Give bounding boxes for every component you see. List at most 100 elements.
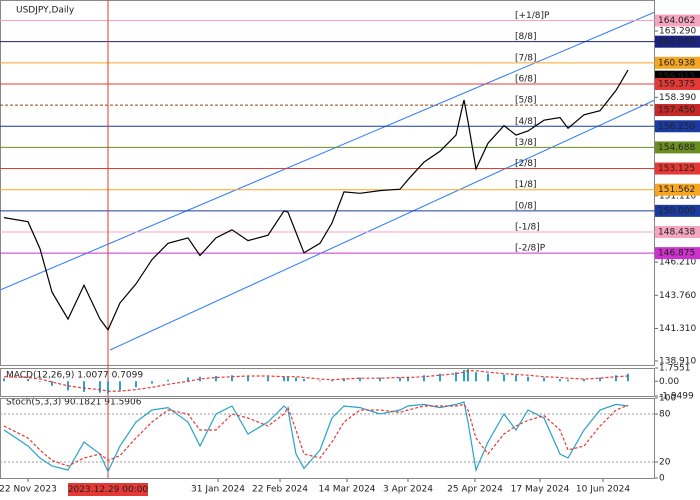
murrey-label: [6/8]	[515, 74, 537, 84]
price-box	[655, 56, 700, 69]
price-box	[655, 104, 700, 117]
price-box	[655, 162, 700, 175]
macd-bar	[99, 381, 101, 393]
highlight-box	[68, 483, 148, 496]
macd-bar	[463, 369, 465, 382]
macd-bar	[287, 376, 289, 382]
macd-bar	[503, 374, 505, 382]
macd-bar	[379, 377, 381, 382]
y-tick-label: 143.760	[659, 291, 696, 301]
series-line	[3, 69, 629, 332]
price-box	[655, 225, 700, 238]
price-label: 162.500	[658, 37, 695, 47]
macd-bar	[475, 372, 477, 382]
x-tick-label: 22 Nov 2023	[0, 485, 57, 495]
y-tick-label: 0	[659, 474, 665, 484]
macd-bar	[567, 379, 569, 382]
murrey-label: [1/8]	[515, 180, 537, 190]
macd-bar	[515, 375, 517, 382]
price-box	[655, 204, 700, 217]
murrey-label: [3/8]	[515, 138, 537, 148]
price-label: 153.125	[658, 164, 695, 174]
murrey-label: [0/8]	[515, 201, 537, 211]
price-label: 164.062	[658, 16, 695, 26]
macd-bar	[3, 378, 5, 382]
macd-bar	[151, 381, 153, 384]
macd-bar	[399, 377, 401, 382]
macd-bar	[343, 378, 345, 382]
series-line	[3, 370, 629, 392]
price-label: 157.450	[658, 106, 695, 116]
price-box	[655, 183, 700, 196]
price-label: 146.875	[658, 249, 695, 259]
macd-bar	[247, 375, 249, 382]
macd-bar	[27, 378, 29, 382]
macd-bar	[455, 372, 457, 382]
y-tick-label: 0.00	[659, 377, 679, 387]
macd-title: MACD(12,26,9) 1.0077 0.7099	[6, 371, 143, 381]
murrey-label: [7/8]	[515, 53, 537, 63]
y-tick-label: 20	[659, 458, 671, 468]
panel-frame	[0, 0, 655, 366]
y-tick-label: 158.390	[659, 93, 696, 103]
price-box	[655, 14, 700, 27]
y-tick-label: 146.210	[659, 258, 696, 268]
x-tick-label: 10 Jun 2024	[576, 485, 630, 495]
series-line	[3, 403, 629, 467]
macd-bar	[615, 375, 617, 382]
panel-frame	[0, 368, 655, 397]
y-tick-label: 163.290	[659, 26, 696, 36]
panel-frame	[0, 398, 655, 479]
x-tick-label: 17 May 2024	[511, 485, 570, 495]
murrey-label: [2/8]	[515, 159, 537, 169]
y-tick-label: 100	[659, 394, 676, 404]
macd-bar	[119, 381, 121, 391]
y-tick-label: 141.310	[659, 324, 696, 334]
macd-bar	[199, 376, 201, 382]
x-tick-label: 14 Mar 2024	[318, 485, 375, 495]
macd-bar	[107, 381, 109, 394]
murrey-label: [8/8]	[515, 32, 537, 42]
macd-bar	[83, 381, 85, 392]
macd-bar	[467, 369, 469, 382]
price-box	[655, 35, 700, 48]
murrey-label: [5/8]	[515, 96, 537, 106]
macd-bar	[487, 373, 489, 382]
highlight-label: 2023.12.29 00:00	[68, 485, 149, 495]
macd-bar	[331, 379, 333, 382]
x-tick-label: 25 Apr 2024	[447, 485, 503, 495]
macd-bar	[439, 373, 441, 382]
price-label: 148.438	[658, 227, 695, 237]
y-tick-label: 1.7551	[659, 364, 691, 374]
macd-bar	[295, 377, 297, 382]
macd-bar	[51, 381, 53, 386]
y-tick-label: 151.110	[659, 191, 696, 201]
price-label: 156.250	[658, 122, 695, 132]
price-box	[655, 77, 700, 90]
y-tick-label: -1.9499	[659, 392, 694, 402]
macd-bar	[599, 377, 601, 382]
macd-bar	[543, 377, 545, 382]
trend-channel	[0, 11, 656, 291]
macd-bar	[407, 376, 409, 382]
murrey-label: [+1/8]P	[515, 11, 550, 21]
y-tick-label: 138.910	[659, 356, 696, 366]
series-line	[3, 401, 629, 474]
macd-bar	[215, 375, 217, 382]
price-label: 150.000	[658, 206, 695, 216]
macd-bar	[319, 380, 321, 382]
macd-bar	[283, 376, 285, 382]
macd-bar	[359, 377, 361, 382]
chart-title: USDJPY,Daily	[16, 6, 75, 16]
price-label: 151.562	[658, 185, 695, 195]
macd-bar	[559, 378, 561, 382]
x-tick-label: 3 Apr 2024	[383, 485, 433, 495]
macd-bar	[135, 381, 137, 388]
price-label: 154.688	[658, 143, 695, 153]
price-label: 160.938	[658, 58, 695, 68]
price-label: 159.915	[658, 72, 695, 82]
macd-bar	[423, 375, 425, 382]
macd-bar	[167, 379, 169, 382]
murrey-label: [-2/8]P	[515, 244, 546, 254]
